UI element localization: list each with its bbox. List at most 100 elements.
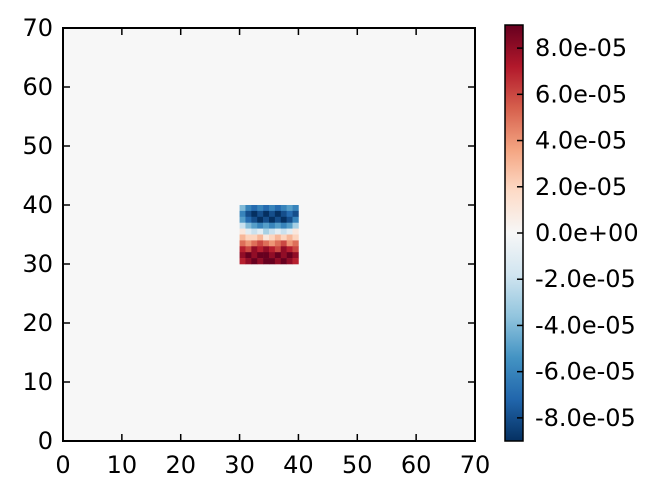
heatmap-cell <box>257 205 264 212</box>
heatmap-cell <box>239 228 246 235</box>
heatmap-cell <box>245 234 252 241</box>
heatmap-cell <box>280 222 287 229</box>
heatmap-cell <box>257 246 264 253</box>
heatmap-cell <box>269 234 276 241</box>
y-tick-label: 60 <box>22 73 53 101</box>
heatmap-cell <box>263 234 270 241</box>
y-tick-label: 10 <box>22 368 53 396</box>
colorbar-tick-label: 6.0e-05 <box>535 80 627 108</box>
heatmap-cell <box>280 234 287 241</box>
heatmap-cell <box>263 228 270 235</box>
heatmap-cell <box>263 222 270 229</box>
heatmap-cell <box>292 246 299 253</box>
y-tick-label: 50 <box>22 132 53 160</box>
heatmap-cell <box>269 228 276 235</box>
x-tick-label: 40 <box>283 451 314 479</box>
heatmap-cell <box>257 222 264 229</box>
heatmap-cell <box>280 252 287 259</box>
heatmap-cell <box>239 252 246 259</box>
heatmap-cell <box>239 205 246 212</box>
heatmap-cell <box>286 228 293 235</box>
axes-frame <box>62 27 476 442</box>
heatmap-cell <box>274 246 282 253</box>
heatmap-cell <box>239 234 246 241</box>
heatmap-cell <box>269 210 276 218</box>
heatmap-cell <box>274 258 282 265</box>
colorbar-tick-label: -6.0e-05 <box>535 358 636 386</box>
heatmap-cell <box>251 216 258 223</box>
colorbar: 8.0e-05 6.0e-05 4.0e-05 2.0e-05 0.0e+00 -2.0e… <box>504 24 639 442</box>
heatmap-cell <box>280 210 287 218</box>
y-tick-label: 30 <box>22 250 53 278</box>
heatmap-cell <box>245 216 252 223</box>
heatmap-cell <box>269 252 276 259</box>
heatmap-cell <box>251 240 258 247</box>
heatmap-cell <box>263 246 270 253</box>
heatmap-cell <box>274 216 282 223</box>
heatmap-cell <box>257 228 264 235</box>
x-tick-label: 20 <box>165 451 196 479</box>
heatmap-cell <box>239 210 246 218</box>
heatmap-cell <box>239 216 246 223</box>
heatmap-cell <box>280 246 287 253</box>
heatmap-cell <box>251 228 258 235</box>
heatmap-cell <box>280 205 287 212</box>
heatmap-cell <box>269 205 276 212</box>
heatmap-cell <box>269 258 276 265</box>
heatmap-cell <box>280 228 287 235</box>
heatmap-cell <box>286 246 293 253</box>
heatmap-cell <box>292 228 299 235</box>
heatmap-cell <box>286 252 293 259</box>
heatmap-cell <box>245 228 252 235</box>
heatmap-cell <box>251 252 258 259</box>
heatmap-cell <box>257 240 264 247</box>
heatmap-cell <box>245 210 252 218</box>
heatmap-cell <box>251 222 258 229</box>
colorbar-tick-label: 8.0e-05 <box>535 34 627 62</box>
heatmap-cell <box>257 216 264 223</box>
x-tick-label: 30 <box>224 451 255 479</box>
y-tick-label: 0 <box>38 427 53 455</box>
heatmap-cell <box>274 252 282 259</box>
heatmap-cell <box>245 258 252 265</box>
heatmap-cell <box>263 258 270 265</box>
heatmap-cell <box>251 234 258 241</box>
heatmap-cell <box>257 252 264 259</box>
heatmap-cell <box>263 205 270 212</box>
heatmap-cell <box>292 240 299 247</box>
colorbar-tick-label: -2.0e-05 <box>535 265 636 293</box>
x-tick-label: 60 <box>401 451 432 479</box>
colorbar-tick-label: 2.0e-05 <box>535 173 627 201</box>
heatmap-cell <box>280 258 287 265</box>
heatmap-cell <box>292 205 299 212</box>
heatmap-cell <box>286 210 293 218</box>
heatmap-cell <box>269 216 276 223</box>
y-tick-label: 20 <box>22 309 53 337</box>
heatmap-cell <box>239 246 246 253</box>
x-axis: 0 10 20 30 40 50 60 70 <box>55 28 490 479</box>
y-tick-label: 70 <box>22 14 53 42</box>
heatmap-cell <box>257 210 264 218</box>
heatmap-cell <box>263 210 270 218</box>
heatmap-cell <box>263 216 270 223</box>
heatmap-cell <box>239 222 246 229</box>
heatmap-cell <box>274 234 282 241</box>
heatmap-cell <box>274 210 282 218</box>
colorbar-tick-label: 4.0e-05 <box>535 127 627 155</box>
heatmap-cell <box>286 216 293 223</box>
heatmap-cell <box>286 240 293 247</box>
x-tick-label: 0 <box>55 451 70 479</box>
heatmap-cell <box>269 240 276 247</box>
heatmap-cell <box>274 240 282 247</box>
heatmap-cell <box>251 246 258 253</box>
heatmap-cell <box>245 240 252 247</box>
heatmap-cell <box>257 234 264 241</box>
heatmap-cell <box>257 258 264 265</box>
heatmap-cell <box>251 205 258 212</box>
heatmap-cell <box>274 222 282 229</box>
x-tick-label: 50 <box>342 451 373 479</box>
heatmap-cell <box>239 258 246 265</box>
heatmap-cell <box>292 210 299 218</box>
colorbar-tick-label: -8.0e-05 <box>535 404 636 432</box>
